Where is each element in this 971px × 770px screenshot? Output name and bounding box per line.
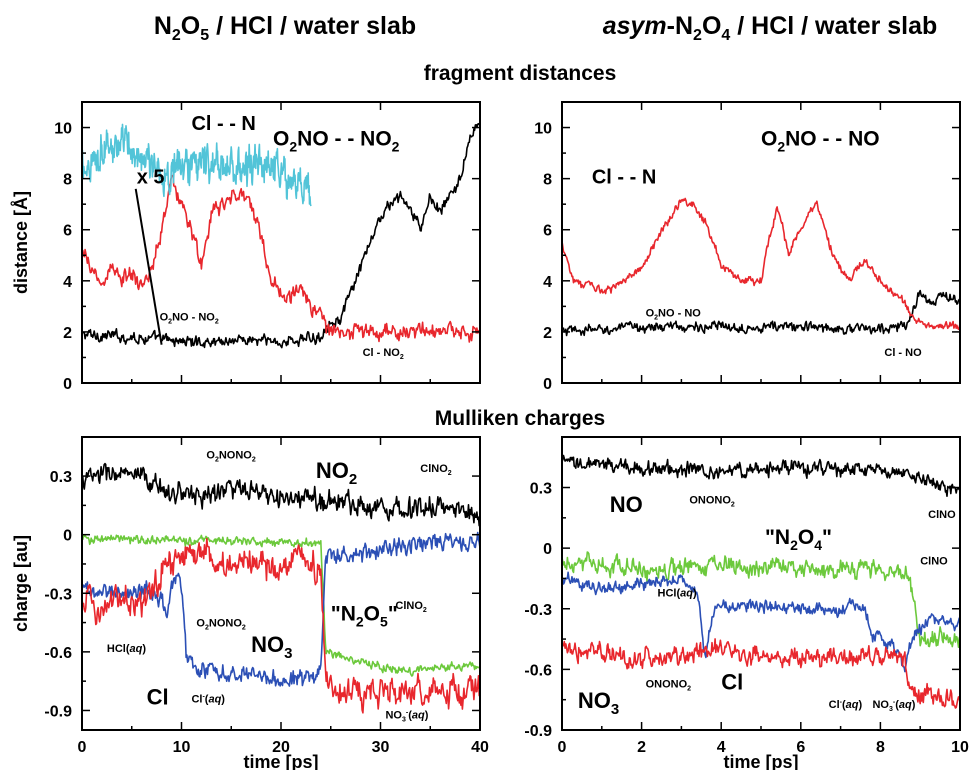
series-black-line <box>82 462 480 527</box>
y-tick-label: 6 <box>63 223 72 240</box>
y-tick-label: -0.3 <box>524 602 552 619</box>
y-tick-label: 4 <box>63 274 72 291</box>
y-tick-label: -0.6 <box>44 645 72 662</box>
series-blue-line <box>82 531 480 687</box>
x-tick-label: 6 <box>796 739 805 756</box>
x-tick-label: 10 <box>951 739 969 756</box>
panel-distances-n2o4: 0 2 4 6 8 10 Cl - - N O2NO - - NO O2NO - NO Cl - … <box>534 101 961 393</box>
series-red-line <box>562 638 960 709</box>
y-axis-label: distance [Å] <box>11 191 31 294</box>
annotation-label: Cl-(aq) <box>191 694 225 706</box>
annotation-label: NO3-(aq) <box>872 699 915 713</box>
y-tick-label: 2 <box>63 325 72 342</box>
y-tick-label: -0.9 <box>524 723 552 740</box>
annotation-label: NO3 <box>578 688 619 718</box>
annotation-label: O2NO - - NO2 <box>273 127 400 154</box>
annotation-label: NO2 <box>316 458 357 488</box>
annotation-label: ClNO <box>920 555 948 567</box>
annotation-label: ClNO <box>928 509 956 521</box>
annotation-label: O2NO - NO <box>646 308 702 322</box>
x-tick-label: 20 <box>272 739 290 756</box>
annotation-label: x 5 <box>137 167 165 189</box>
annotation-label: NO3 <box>251 632 292 662</box>
annotation-label: O2NO - NO2 <box>160 311 219 325</box>
panel-distances-n2o5: 0 2 4 6 8 10 distance [Å] Cl - - N O2NO - - NO2 x… <box>11 101 481 393</box>
series-black-line <box>562 454 960 497</box>
y-tick-label: 10 <box>54 121 72 138</box>
y-tick-label: 8 <box>543 172 552 189</box>
annotation-label: NO <box>610 492 643 517</box>
annotation-label: "N2O5" <box>331 603 398 630</box>
annotation-label: ClNO2 <box>395 600 427 614</box>
x-tick-label: 30 <box>372 739 390 756</box>
x-axis-label: time [ps] <box>723 752 798 770</box>
panel-charges-n2o4: -0.9 -0.6 -0.3 0 0.3 0 2 4 6 8 10 time [ps] NO ONONO2… <box>524 436 969 770</box>
left-column-title: N2O5 / HCl / water slab <box>154 12 416 44</box>
y-tick-label: -0.9 <box>44 703 72 720</box>
annotation-label: ONONO2 <box>689 495 735 509</box>
y-tick-label: 10 <box>534 121 552 138</box>
x-tick-label: 0 <box>78 739 87 756</box>
y-tick-label: 6 <box>543 223 552 240</box>
section-title-mulliken-charges: Mulliken charges <box>435 407 605 430</box>
x-tick-label: 0 <box>558 739 567 756</box>
x-tick-label: 10 <box>173 739 191 756</box>
annotation-label: Cl - NO2 <box>363 347 404 361</box>
plot-frame <box>561 436 961 731</box>
series-blue-line <box>562 571 960 673</box>
right-column-title: asym-N2O4 / HCl / water slab <box>603 12 938 44</box>
series-green-line <box>82 534 480 677</box>
y-tick-label: -0.6 <box>524 662 552 679</box>
series-black-line <box>82 122 480 349</box>
annotation-label: HCl(aq) <box>107 643 146 655</box>
y-tick-label: 2 <box>543 325 552 342</box>
annotation-label: ONONO2 <box>646 679 692 693</box>
section-title-fragment-distances: fragment distances <box>424 62 617 85</box>
series-black-line <box>562 289 960 337</box>
annotation-label: ClNO2 <box>420 463 452 477</box>
x-tick-label: 2 <box>637 739 646 756</box>
y-tick-label: 0 <box>543 541 552 558</box>
annotation-label: "N2O4" <box>765 526 832 553</box>
y-tick-label: 8 <box>63 172 72 189</box>
y-axis-label: charge [au] <box>11 535 31 632</box>
annotation-label: Cl - - N <box>191 113 255 135</box>
pointer-line <box>134 188 163 345</box>
series-green-line <box>562 551 960 648</box>
x-tick-label: 40 <box>471 739 489 756</box>
series-red-line <box>82 174 480 343</box>
y-tick-label: 0.3 <box>50 469 72 486</box>
annotation-label: Cl <box>721 670 743 695</box>
x-tick-label: 8 <box>876 739 885 756</box>
series-red-line <box>562 197 960 331</box>
panel-charges-n2o5: -0.9 -0.6 -0.3 0 0.3 0 10 20 30 40 charge [au] time… <box>11 436 489 770</box>
y-tick-label: -0.3 <box>44 586 72 603</box>
series-red-line <box>82 537 480 714</box>
annotation-label: Cl - NO <box>884 347 922 359</box>
x-tick-label: 4 <box>717 739 726 756</box>
annotation-label: O2NO - - NO <box>761 127 880 154</box>
y-tick-label: 4 <box>543 274 552 291</box>
annotation-label: O2NONO2 <box>206 449 255 463</box>
annotation-label: Cl - - N <box>592 167 656 189</box>
x-axis-label: time [ps] <box>243 752 318 770</box>
y-tick-label: 0.3 <box>530 481 552 498</box>
annotation-label: O2NONO2 <box>196 617 245 631</box>
annotation-label: HCl(aq) <box>658 588 697 600</box>
annotation-label: Cl <box>147 685 169 710</box>
y-tick-label: 0 <box>63 376 72 393</box>
y-tick-label: 0 <box>63 528 72 545</box>
y-tick-label: 0 <box>543 376 552 393</box>
series-cyan-line <box>82 123 312 207</box>
annotation-label: NO3-(aq) <box>385 709 428 723</box>
annotation-label: Cl-(aq) <box>829 699 863 711</box>
